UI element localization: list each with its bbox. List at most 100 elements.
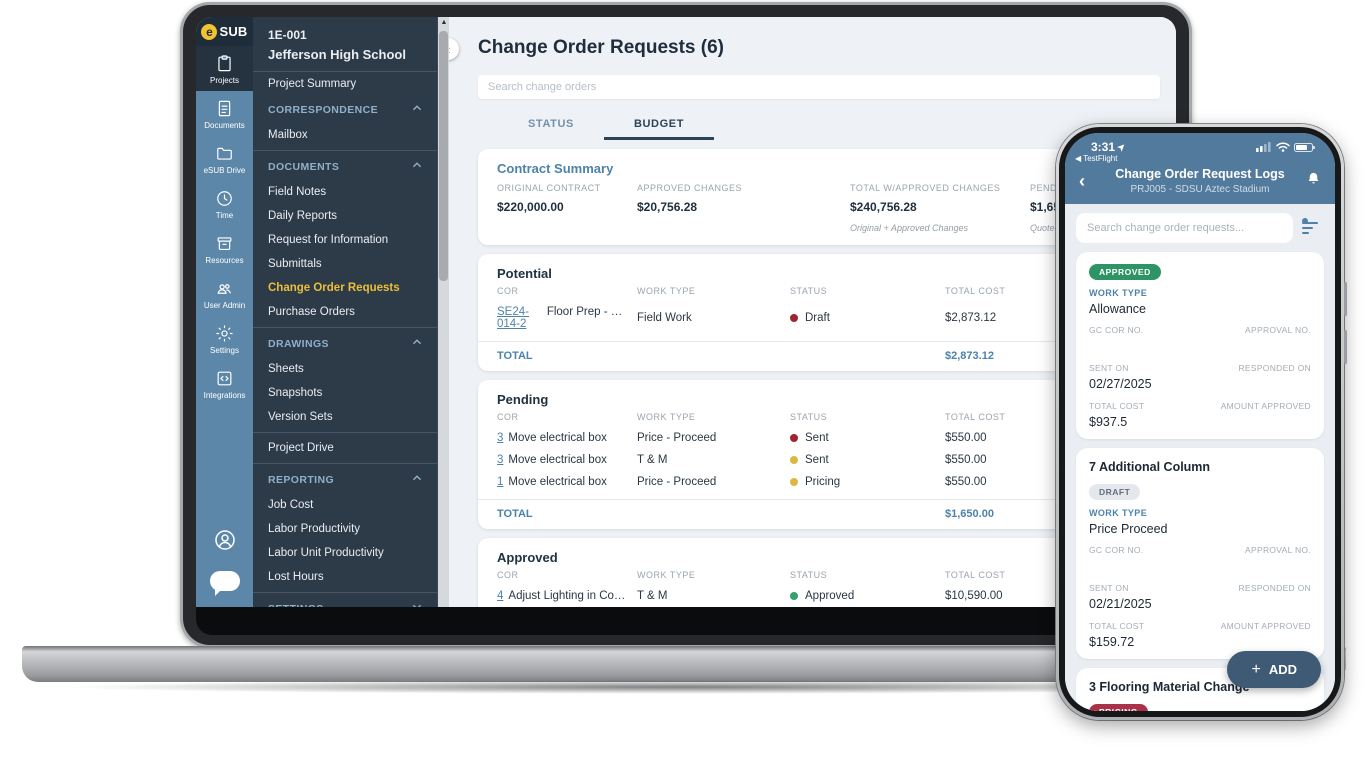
- phone-search-row: [1076, 213, 1324, 243]
- nav-item-version-sets[interactable]: Version Sets: [268, 411, 333, 423]
- summary-label: TOTAL W/APPROVED CHANGES: [850, 183, 1001, 193]
- scroll-up-arrow-icon[interactable]: ▲: [440, 19, 448, 26]
- search-input[interactable]: [478, 75, 1160, 99]
- scrollbar-thumb[interactable]: [439, 31, 448, 281]
- nav-section-documents[interactable]: DOCUMENTS: [253, 150, 437, 180]
- tab-status[interactable]: STATUS: [528, 118, 574, 130]
- nav-item-project-summary[interactable]: Project Summary: [268, 78, 357, 90]
- total-cost-cell: $2,873.12: [945, 312, 997, 324]
- column-header: WORK TYPE: [637, 570, 696, 580]
- location-arrow-icon: ➤: [1115, 140, 1128, 153]
- rail-item-esub-drive[interactable]: eSUB Drive: [196, 136, 253, 181]
- phone-screen: 3:31 ➤: [1065, 133, 1335, 711]
- rail-item-integrations[interactable]: Integrations: [196, 361, 253, 406]
- nav-item-submittals[interactable]: Submittals: [268, 258, 322, 270]
- section-card-pending: Pending COR WORK TYPE STATUS TOTAL COST 3 M…: [478, 380, 1160, 529]
- column-header: WORK TYPE: [637, 286, 696, 296]
- nav-section-settings[interactable]: SETTINGS: [253, 592, 437, 607]
- card-title: 3 Flooring Material Change: [1089, 680, 1250, 694]
- nav-item-labor-unit-productivity[interactable]: Labor Unit Productivity: [268, 547, 384, 559]
- nav-item-project-drive[interactable]: Project Drive: [253, 432, 437, 460]
- sidebar-collapse-button[interactable]: ‹: [449, 38, 459, 60]
- esub-logo-mark-icon: e: [201, 23, 218, 40]
- chat-bubble-icon[interactable]: [209, 571, 240, 596]
- status-text: Draft: [805, 312, 830, 324]
- nav-item-change-order-requests[interactable]: Change Order Requests: [268, 282, 400, 294]
- nav-item-mailbox[interactable]: Mailbox: [268, 129, 308, 141]
- chevron-up-icon: [412, 473, 422, 486]
- rail-item-settings[interactable]: Settings: [196, 316, 253, 361]
- tab-budget[interactable]: BUDGET: [603, 109, 715, 140]
- cor-link[interactable]: 4: [497, 590, 504, 602]
- notifications-bell-icon[interactable]: [1299, 171, 1321, 191]
- battery-icon: [1294, 142, 1315, 152]
- rail-item-documents[interactable]: Documents: [196, 91, 253, 136]
- nav-section-reporting[interactable]: REPORTING: [253, 463, 437, 493]
- nav-item-snapshots[interactable]: Snapshots: [268, 387, 323, 399]
- user-avatar-icon[interactable]: [213, 528, 237, 557]
- nav-item-job-cost[interactable]: Job Cost: [268, 499, 314, 511]
- nav-item-daily-reports[interactable]: Daily Reports: [268, 210, 338, 222]
- work-type-value: Price Proceed: [1089, 522, 1168, 536]
- chevron-down-icon: [412, 602, 422, 607]
- table-row: 4 Adjust Lighting in Conference... T & M…: [478, 590, 1160, 602]
- code-icon: [215, 368, 235, 388]
- table-row: 3 Move electrical box Price - Proceed Se…: [478, 432, 1160, 444]
- add-button[interactable]: + ADD: [1227, 651, 1321, 688]
- cor-description: Adjust Lighting in Conference...: [508, 590, 629, 602]
- sent-on-value: 02/27/2025: [1089, 377, 1152, 391]
- nav-item-lost-hours[interactable]: Lost Hours: [268, 571, 324, 583]
- nav-section-drawings[interactable]: DRAWINGS: [253, 327, 437, 357]
- cor-link[interactable]: SE24-014-2: [497, 306, 529, 330]
- phone-search-input[interactable]: [1076, 213, 1293, 243]
- sidebar-scrollbar[interactable]: ▲: [437, 17, 449, 607]
- column-header: COR: [497, 412, 519, 422]
- table-header-row: COR WORK TYPE STATUS TOTAL COST: [478, 286, 1160, 296]
- wifi-icon: [1276, 142, 1290, 152]
- rail-item-user-admin[interactable]: User Admin: [196, 271, 253, 316]
- cor-link[interactable]: 1: [497, 476, 504, 488]
- summary-note: Quoted: [1030, 223, 1060, 233]
- nav-item-labor-productivity[interactable]: Labor Productivity: [268, 523, 361, 535]
- rail-item-resources[interactable]: Resources: [196, 226, 253, 271]
- plus-icon: +: [1251, 660, 1261, 678]
- testflight-banner[interactable]: ◀ TestFlight: [1075, 154, 1118, 163]
- nav-item-field-notes[interactable]: Field Notes: [268, 186, 327, 198]
- back-chevron-icon[interactable]: ‹: [1079, 170, 1085, 191]
- section-title: Pending: [497, 392, 549, 407]
- cor-description: Move electrical box: [508, 432, 607, 444]
- phone-project-subtitle: PRJ005 - SDSU Aztec Stadium: [1130, 184, 1270, 195]
- cor-link[interactable]: 3: [497, 432, 504, 444]
- section-title: Approved: [497, 550, 558, 565]
- nav-item-request-for-information[interactable]: Request for Information: [268, 234, 389, 246]
- total-label: TOTAL: [497, 508, 533, 520]
- column-header: STATUS: [790, 412, 828, 422]
- desktop-app: e SUB Projects Documents eSUB Drive Time…: [196, 17, 1176, 607]
- phone-status-bar: 3:31 ➤: [1065, 138, 1335, 154]
- esub-logo[interactable]: e SUB: [196, 17, 253, 46]
- rail-item-projects[interactable]: Projects: [196, 46, 253, 91]
- cor-link[interactable]: 3: [497, 454, 504, 466]
- total-cost-cell: $550.00: [945, 432, 987, 444]
- contract-summary-column: TOTAL W/APPROVED CHANGES $240,756.28 Ori…: [850, 183, 1030, 233]
- rail-item-time[interactable]: Time: [196, 181, 253, 226]
- phone-frame: 3:31 ➤: [1056, 124, 1347, 720]
- cor-log-card[interactable]: APPROVED WORK TYPE Allowance GC COR NO. …: [1076, 252, 1324, 439]
- amount-approved-value: [1221, 635, 1311, 650]
- main-content: ‹ Change Order Requests (6) STATUS BUDGET…: [449, 17, 1176, 607]
- section-card-approved: Approved COR WORK TYPE STATUS TOTAL COST 4 …: [478, 538, 1160, 607]
- nav-item-purchase-orders[interactable]: Purchase Orders: [268, 306, 355, 318]
- cor-log-card-7-additional-column[interactable]: 7 Additional Column DRAFT WORK TYPE Pric…: [1076, 448, 1324, 659]
- work-type-cell: T & M: [637, 454, 668, 466]
- sort-filter-icon[interactable]: [1302, 218, 1324, 238]
- nav-item-sheets[interactable]: Sheets: [268, 363, 304, 375]
- people-icon: [215, 278, 235, 298]
- clock-icon: [215, 188, 235, 208]
- phone-side-button: [1344, 282, 1347, 316]
- approval-value: [1245, 559, 1311, 574]
- tab-bar: STATUS BUDGET: [478, 109, 1160, 140]
- status-text: Sent: [805, 454, 829, 466]
- nav-section-correspondence[interactable]: CORRESPONDENCE: [253, 96, 437, 123]
- cor-description: Move electrical box: [508, 476, 607, 488]
